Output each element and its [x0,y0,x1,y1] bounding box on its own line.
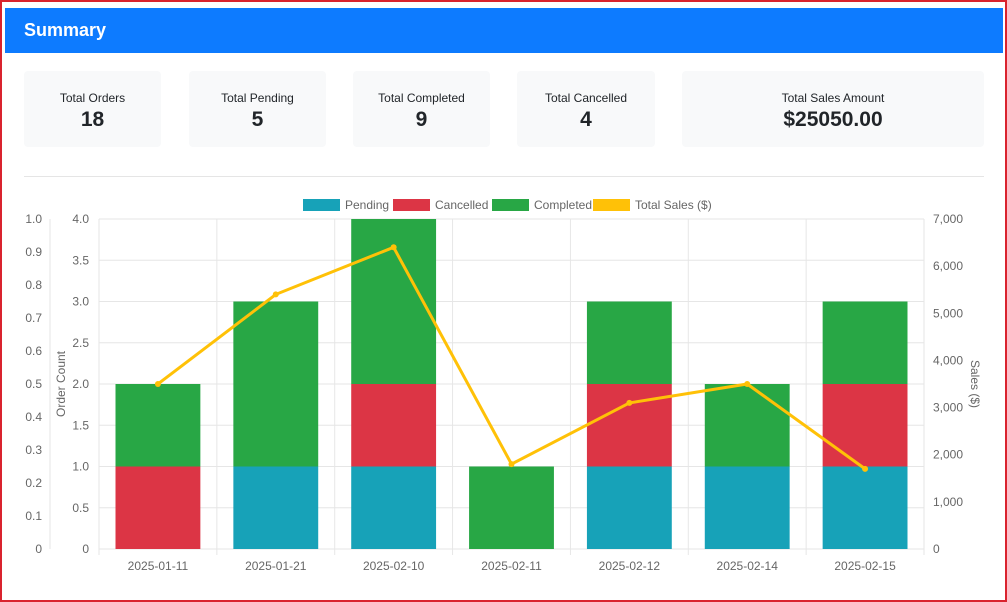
bar-pending [704,466,790,549]
bar-completed [233,301,319,467]
legend-label: Completed [534,198,592,212]
legend-label: Total Sales ($) [635,198,712,212]
y1-axis-tick-label: 3,000 [933,401,963,415]
y1-axis-tick-label: 2,000 [933,448,963,462]
card-value: 18 [80,108,105,131]
card-total-sales-amount: Total Sales Amount $25050.00 [682,71,984,147]
sales-point [154,381,161,387]
summary-header: Summary [5,8,1003,53]
card-label: Total Orders [59,91,126,105]
x-axis-tick-label: 2025-02-10 [363,559,425,573]
left-axis-tick-label: 0.8 [25,278,42,292]
legend-swatch [492,199,529,211]
bar-pending [822,466,908,549]
bar-cancelled [822,384,908,467]
y-axis-tick-label: 1.5 [72,418,89,432]
y1-axis-tick-label: 6,000 [933,259,963,273]
card-total-completed: Total Completed 9 [353,71,490,147]
sales-point [508,461,515,468]
y-axis-tick-label: 0 [82,542,89,556]
left-axis-tick-label: 0.5 [25,377,42,391]
y1-axis-tick-label: 4,000 [933,353,963,367]
section-divider [24,176,984,177]
sales-point [862,465,869,472]
left-axis-tick-label: 0.7 [25,311,42,325]
y1-axis-tick-label: 7,000 [933,212,963,226]
legend-swatch [303,199,340,211]
bar-pending [351,466,437,549]
bar-completed [704,384,790,467]
bar-pending [586,466,672,549]
card-value: 5 [251,108,264,131]
card-label: Total Completed [378,91,465,105]
orders-sales-chart: 0 0.1 0.2 0.3 0.4 0.5 0.6 0.7 0.8 0.9 1.0 0 0.5 1.0 1.… [25,198,982,573]
legend-swatch [593,199,630,211]
y1-axis-tick-label: 0 [933,542,940,556]
y1-axis-title: Sales ($) [968,360,982,408]
left-axis-tick-label: 0.1 [25,509,42,523]
y1-axis-tick-label: 5,000 [933,306,963,320]
summary-title: Summary [24,20,107,40]
x-axis-tick-label: 2025-02-12 [599,559,661,573]
bar-pending [233,466,319,549]
legend-label: Cancelled [435,198,488,212]
legend-swatch [393,199,430,211]
sales-point [744,381,751,387]
bar-cancelled [351,384,437,467]
card-value: 9 [415,108,428,131]
y-axis-tick-label: 2.0 [72,377,89,391]
left-axis-tick-label: 0 [35,542,42,556]
y-axis-title: Order Count [54,350,68,417]
x-axis-tick-label: 2025-02-11 [481,559,542,573]
card-value: $25050.00 [783,108,883,131]
bar-cancelled [115,466,201,549]
sales-point [390,244,397,251]
legend-label: Pending [345,198,389,212]
left-axis-tick-label: 0.6 [25,344,42,358]
card-value: 4 [580,108,592,131]
y-axis-tick-label: 0.5 [72,501,89,515]
y-axis-tick-label: 3.0 [72,295,89,309]
bar-cancelled [586,384,672,467]
card-total-orders: Total Orders 18 [24,71,161,147]
left-axis-tick-label: 0.9 [25,245,42,259]
bar-completed [822,301,908,384]
bar-completed [469,466,554,549]
x-axis-tick-label: 2025-01-21 [245,559,307,573]
x-axis-tick-label: 2025-02-14 [717,559,779,573]
left-axis-tick-label: 0.2 [25,476,42,490]
y-axis-tick-label: 2.5 [72,336,89,350]
x-axis-tick-label: 2025-02-15 [834,559,896,573]
card-label: Total Cancelled [544,91,628,105]
card-label: Total Pending [221,91,294,105]
sales-point [272,291,279,298]
card-label: Total Sales Amount [781,91,885,105]
y-axis-tick-label: 3.5 [72,253,89,267]
bar-completed [586,301,672,384]
left-axis-tick-label: 1.0 [25,212,42,226]
left-axis-tick-label: 0.3 [25,443,42,457]
bar-completed [115,384,201,467]
card-total-cancelled: Total Cancelled 4 [517,71,655,147]
y1-axis-tick-label: 1,000 [933,495,963,509]
y-axis-tick-label: 1.0 [72,460,89,474]
sales-point [626,399,633,406]
y-axis-tick-label: 4.0 [72,212,89,226]
card-total-pending: Total Pending 5 [189,71,326,147]
x-axis-tick-label: 2025-01-11 [128,559,189,573]
left-axis-tick-label: 0.4 [25,410,42,424]
